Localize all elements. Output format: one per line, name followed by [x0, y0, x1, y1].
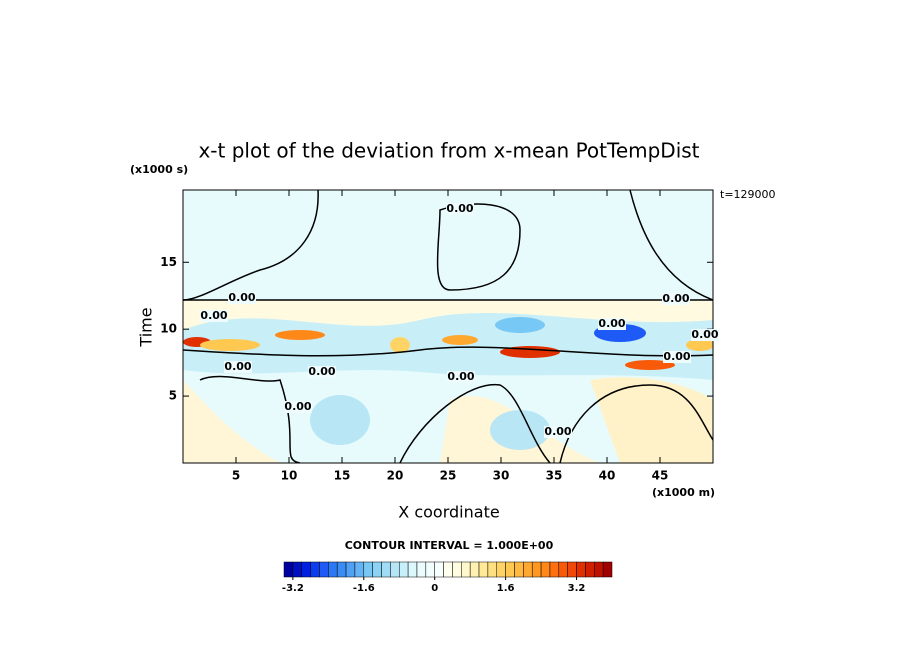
chart-title: x-t plot of the deviation from x-mean Po… — [198, 139, 699, 163]
contour-label: 0.00 — [663, 350, 690, 363]
colorbar-box — [310, 561, 320, 578]
colorbar-box — [372, 561, 382, 578]
contour-label-bg — [228, 292, 256, 304]
y-unit: (x1000 s) — [130, 163, 188, 176]
colorbar-box — [354, 561, 365, 578]
contour-label-bg — [224, 361, 252, 373]
contour-label: 0.00 — [228, 291, 255, 304]
contour-label-bg — [663, 351, 691, 363]
contour-interval: CONTOUR INTERVAL = 1.000E+00 — [345, 539, 554, 552]
colorbar-box — [292, 561, 302, 578]
colorbar-tick-label: -1.6 — [353, 583, 375, 594]
colorbar-box — [336, 561, 347, 578]
x-tick-label: 5 — [232, 469, 240, 483]
x-tick-label: 35 — [546, 469, 563, 483]
colorbar-box — [523, 561, 533, 578]
contour-label-bg — [691, 329, 719, 341]
x-unit: (x1000 m) — [652, 486, 715, 499]
contour-label-bg — [544, 426, 572, 438]
colorbar-box — [461, 561, 471, 578]
contour-label: 0.00 — [284, 400, 311, 413]
colorbar-box — [505, 561, 515, 578]
colorbar-box — [549, 561, 560, 578]
colorbar-box — [283, 561, 294, 578]
x-tick-label: 15 — [334, 469, 351, 483]
colorbar-box — [434, 561, 444, 578]
colorbar-box — [416, 561, 427, 578]
contour-label-bg — [308, 366, 336, 378]
contour-label-bg — [662, 293, 690, 305]
y-tick-label: 5 — [169, 389, 177, 403]
x-tick-label: 20 — [387, 469, 404, 483]
colorbar-box — [443, 561, 453, 578]
field — [183, 190, 713, 463]
y-tick-label: 15 — [160, 255, 177, 269]
colorbar-box — [381, 561, 391, 578]
colorbar-box — [345, 561, 356, 578]
colorbar-box — [478, 561, 489, 578]
colorbar-box — [585, 561, 595, 578]
colorbar-box — [452, 561, 462, 578]
colorbar-box — [469, 561, 480, 578]
colorbar-box — [558, 561, 568, 578]
annotation: t=129000 — [720, 188, 776, 201]
contour-label-bg — [446, 203, 474, 215]
contour-label: 0.00 — [200, 309, 227, 322]
colorbar-tick-label: 0 — [431, 583, 438, 594]
colorbar-box — [425, 561, 435, 578]
colorbar-box — [594, 561, 604, 578]
contour-label: 0.00 — [447, 370, 474, 383]
contour-label: 0.00 — [224, 360, 251, 373]
contour-label: 0.00 — [598, 317, 625, 330]
colorbar-box — [328, 561, 338, 578]
colorbar-box — [540, 561, 551, 578]
contour-label: 0.00 — [544, 425, 571, 438]
colorbar-box — [567, 561, 577, 578]
contour-label: 0.00 — [446, 202, 473, 215]
colorbar-box — [301, 561, 311, 578]
contour-label: 0.00 — [308, 365, 335, 378]
y-axis-label: Time — [137, 307, 156, 347]
colorbar-box — [576, 561, 586, 578]
x-axis-label: X coordinate — [398, 503, 499, 522]
colorbar-tick-label: -3.2 — [282, 583, 304, 594]
x-tick-label: 40 — [599, 469, 616, 483]
colorbar-tick-label: 1.6 — [497, 583, 515, 594]
colorbar-tick-label: 3.2 — [568, 583, 586, 594]
colorbar-box — [602, 561, 613, 578]
contour-label: 0.00 — [691, 328, 718, 341]
colorbar-box — [363, 561, 373, 578]
colorbar-box — [390, 561, 400, 578]
contour-label-bg — [447, 371, 475, 383]
colorbar-box — [496, 561, 506, 578]
colorbar-box — [319, 561, 329, 578]
colorbar-box — [407, 561, 418, 578]
x-tick-label: 30 — [493, 469, 510, 483]
colorbar-box — [487, 561, 498, 578]
colorbar-box — [531, 561, 542, 578]
x-tick-label: 25 — [440, 469, 457, 483]
colorbar-box — [398, 561, 409, 578]
contour-label-bg — [284, 401, 312, 413]
contour-label-bg — [598, 318, 626, 330]
contour-label: 0.00 — [662, 292, 689, 305]
y-tick-label: 10 — [160, 322, 177, 336]
colorbar-box — [514, 561, 524, 578]
contour-label-bg — [200, 310, 228, 322]
x-tick-label: 10 — [281, 469, 298, 483]
x-tick-label: 45 — [652, 469, 669, 483]
